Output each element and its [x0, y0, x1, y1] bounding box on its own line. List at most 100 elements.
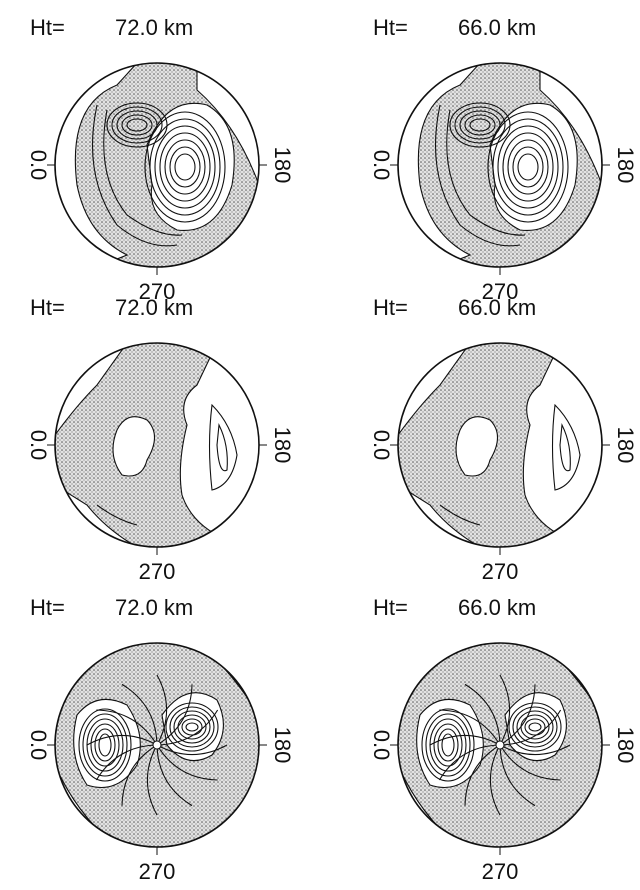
bottom-label: 270	[139, 859, 176, 884]
contour	[103, 109, 183, 236]
contour	[464, 744, 501, 806]
pole	[495, 740, 505, 750]
contour	[94, 728, 116, 762]
contour	[106, 102, 168, 148]
contour	[524, 718, 546, 736]
bottom-label: 270	[139, 559, 176, 584]
contour	[156, 744, 228, 756]
left-label: 0.0	[26, 730, 51, 761]
contour	[216, 423, 228, 472]
contour	[528, 722, 542, 732]
contour	[169, 706, 215, 748]
white-region	[504, 692, 567, 762]
map	[398, 643, 602, 847]
bottom-label: 270	[482, 859, 519, 884]
contour	[78, 708, 132, 782]
contour	[156, 684, 193, 746]
contour	[551, 403, 581, 491]
contour	[449, 102, 511, 148]
contour	[126, 118, 148, 132]
white-region	[416, 698, 484, 789]
panel-height: 66.0 km	[458, 15, 536, 40]
contour	[439, 504, 481, 526]
contour	[437, 728, 459, 762]
panel-height: 72.0 km	[115, 595, 193, 620]
contour	[499, 744, 536, 807]
panel	[47, 642, 267, 855]
right-label: 180	[270, 727, 295, 764]
panel-height: 72.0 km	[115, 295, 193, 320]
white-region	[489, 102, 578, 231]
contour	[502, 132, 554, 202]
panel-height: 66.0 km	[458, 595, 536, 620]
contour	[499, 744, 561, 781]
white-region	[73, 698, 141, 789]
contour	[82, 713, 128, 777]
contour	[421, 708, 475, 782]
contour	[156, 674, 168, 746]
contour	[438, 744, 501, 781]
panel-label: Ht=	[373, 15, 408, 40]
contour	[512, 146, 544, 188]
contour	[464, 683, 501, 746]
contour	[121, 683, 158, 746]
contour	[446, 109, 526, 236]
contour	[433, 723, 463, 767]
contour	[507, 139, 549, 195]
contour	[149, 118, 221, 216]
bottom-label: 270	[482, 279, 519, 304]
contour	[121, 744, 158, 806]
map	[398, 63, 602, 267]
left-label: 0.0	[369, 150, 394, 181]
map	[55, 63, 259, 267]
contour	[165, 702, 219, 752]
contour	[464, 114, 496, 136]
contour	[116, 110, 158, 140]
panel-height: 66.0 km	[458, 295, 536, 320]
contour	[454, 106, 506, 144]
contour	[86, 734, 158, 746]
contour	[96, 709, 158, 746]
contour	[499, 744, 571, 756]
left-label: 0.0	[26, 150, 51, 181]
left-label: 0.0	[369, 730, 394, 761]
panel	[390, 342, 610, 555]
right-label: 180	[270, 427, 295, 464]
contour	[508, 702, 562, 752]
left-label: 0.0	[26, 430, 51, 461]
contour	[156, 709, 219, 746]
panel	[390, 642, 610, 855]
panel	[47, 342, 267, 555]
contour	[96, 504, 138, 526]
contour	[441, 733, 455, 757]
right-label: 180	[613, 427, 638, 464]
right-label: 180	[613, 147, 638, 184]
contour	[487, 111, 569, 223]
white-region	[146, 102, 235, 231]
contour	[492, 118, 564, 216]
contour	[497, 125, 559, 209]
bottom-label: 270	[482, 559, 519, 584]
contour	[146, 744, 158, 816]
panel-label: Ht=	[30, 595, 65, 620]
white-region	[161, 692, 224, 762]
contour	[95, 744, 158, 781]
contour	[429, 734, 501, 746]
contour	[516, 710, 554, 744]
contour	[154, 125, 216, 209]
contour	[90, 723, 120, 767]
contour	[499, 684, 536, 746]
contour	[156, 744, 193, 807]
panel-label: Ht=	[30, 295, 65, 320]
contour	[164, 139, 206, 195]
panel-label: Ht=	[373, 595, 408, 620]
contour	[489, 744, 501, 816]
map	[398, 343, 602, 547]
left-label: 0.0	[369, 430, 394, 461]
panel-label: Ht=	[373, 295, 408, 320]
white-region	[112, 416, 156, 477]
white-region	[455, 416, 499, 477]
contour	[111, 106, 163, 144]
contour	[517, 153, 539, 181]
